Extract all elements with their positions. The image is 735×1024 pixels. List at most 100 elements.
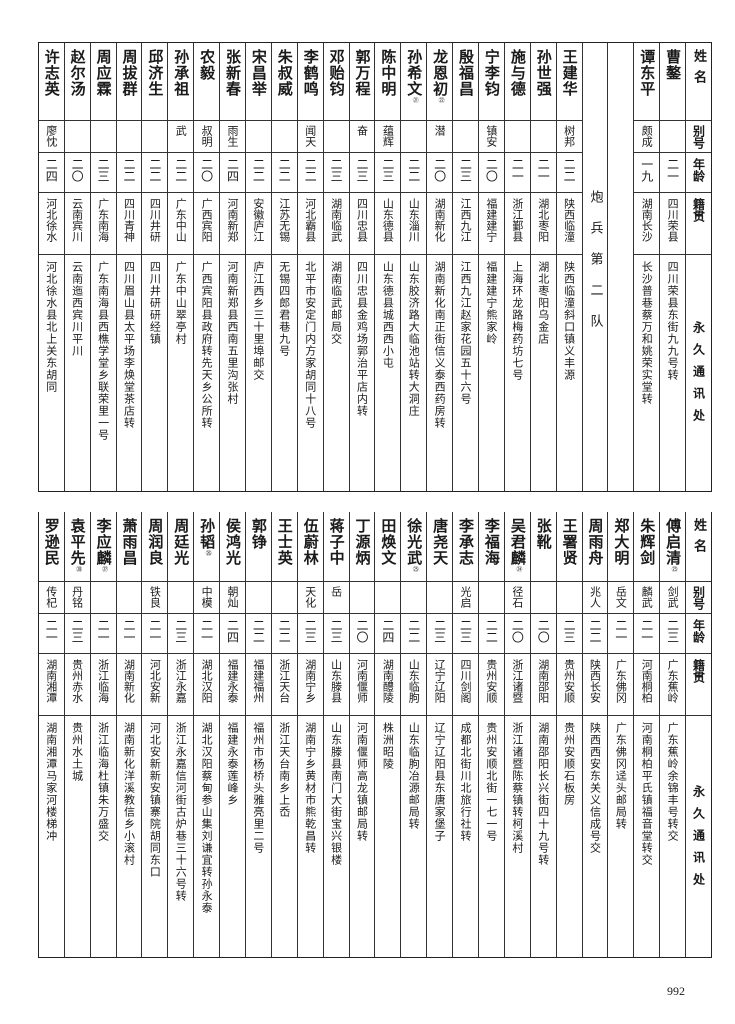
person-alias: 树邦 bbox=[562, 125, 576, 147]
person-age: 二三 bbox=[432, 619, 447, 643]
header-address-cell: 永久通讯处 bbox=[686, 716, 711, 957]
person-address-cell: 山东临朐冶源邮局转 bbox=[401, 716, 426, 957]
person-column: 施与德 二一 浙江鄞县 上海环龙路梅药坊七号 bbox=[503, 43, 530, 491]
person-alias: 径石 bbox=[510, 586, 524, 608]
person-name-cell: 邱济生 bbox=[142, 43, 168, 121]
person-address: 四川井研研经镇 bbox=[148, 261, 162, 345]
section-column: 炮兵第二队 bbox=[581, 43, 608, 491]
person-address: 陕西西安东关义信成号交 bbox=[588, 722, 602, 854]
person-alias: 朝灿 bbox=[226, 586, 240, 608]
person-alias: 丹铭 bbox=[70, 586, 84, 608]
person-native: 湖南邵阳 bbox=[536, 659, 550, 703]
person-alias-cell: 中模 bbox=[194, 582, 220, 614]
person-name-wrap: 袁平先㉘ bbox=[69, 518, 87, 573]
person-native: 山东德县 bbox=[381, 198, 395, 242]
person-name: 周应霖 bbox=[94, 49, 113, 97]
person-native-cell: 四川剑阁 bbox=[453, 654, 478, 716]
person-address-cell: 山东德县城西西小屯 bbox=[375, 255, 400, 491]
person-name-cell: 傅启清㉓ bbox=[660, 512, 686, 582]
person-name-cell: 李应麟㉗ bbox=[90, 512, 116, 582]
person-native: 河南偃师 bbox=[355, 659, 369, 703]
person-name: 孙承祖 bbox=[172, 49, 191, 97]
person-age-cell: 二二 bbox=[401, 614, 427, 654]
person-native: 湖南醴陵 bbox=[381, 659, 395, 703]
person-name: 李承志 bbox=[457, 518, 476, 566]
person-column: 周应霖 二三 广东南海 广东南海县西樵学堂乡联荣里一号 bbox=[89, 43, 116, 491]
person-alias-cell: 奋 bbox=[349, 121, 375, 153]
person-native-cell: 湖南醴陵 bbox=[375, 654, 401, 716]
person-address-cell: 福州市杨桥头雅亮里二号 bbox=[246, 716, 271, 957]
person-column: 郭万程奋二三 四川忠县 四川忠县金鸡场郭治平店内转 bbox=[348, 43, 375, 491]
person-alias-cell bbox=[530, 582, 556, 614]
person-alias-cell: 武 bbox=[168, 121, 194, 153]
person-native-cell: 湖南长沙 bbox=[634, 193, 660, 255]
person-alias: 传杞 bbox=[44, 586, 58, 608]
header-address-label: 永久通讯处 bbox=[691, 784, 706, 895]
person-name: 郭铮 bbox=[249, 518, 268, 550]
person-name-cell: 孙承祖 bbox=[168, 43, 194, 121]
person-address-cell: 河北徐水县北上关东胡同 bbox=[39, 255, 64, 491]
person-name: 施与德 bbox=[508, 49, 527, 97]
person-name-cell: 宁李钧 bbox=[478, 43, 504, 121]
person-age-cell: 二〇 bbox=[504, 614, 530, 654]
person-alias-cell bbox=[116, 582, 142, 614]
person-native: 山东临朐 bbox=[407, 659, 421, 703]
person-native: 山东淄川 bbox=[407, 198, 421, 242]
person-alias-cell: 镇安 bbox=[478, 121, 504, 153]
person-name-cell: 王士英 bbox=[271, 512, 297, 582]
person-native-cell: 云南宾川 bbox=[64, 193, 90, 255]
person-address: 广东佛冈迳头邮局转 bbox=[614, 722, 628, 830]
header-native-label: 籍贯 bbox=[691, 198, 706, 222]
person-alias-cell bbox=[453, 121, 478, 153]
person-native-cell: 福建永泰 bbox=[220, 654, 245, 716]
header-column: 姓名 别号 年龄 籍贯 永久通讯处 bbox=[685, 512, 711, 957]
person-address-cell: 四川井研研经镇 bbox=[142, 255, 167, 491]
person-native-cell: 浙江永嘉 bbox=[168, 654, 194, 716]
person-alias: 天化 bbox=[303, 586, 317, 608]
person-age: 二二 bbox=[251, 619, 266, 643]
footnote-marker: ㉑ bbox=[411, 97, 419, 104]
person-native-cell: 浙江临海 bbox=[90, 654, 116, 716]
person-native: 江西九江 bbox=[459, 198, 473, 242]
person-native: 四川井研 bbox=[148, 198, 162, 242]
person-address: 四川忠县金鸡场郭治平店内转 bbox=[355, 261, 369, 417]
person-column: 吴君麟㉔ 径石 二〇 浙江诸暨 浙江诸暨陈蔡镇转柯溪村 bbox=[503, 512, 530, 957]
person-alias-cell bbox=[375, 582, 401, 614]
person-alias-cell bbox=[401, 121, 427, 153]
person-native: 广东南海 bbox=[96, 198, 110, 242]
person-name-cell: 袁平先㉘ bbox=[64, 512, 90, 582]
person-address: 贵州安顺北街一七一号 bbox=[484, 722, 498, 842]
person-name-cell: 宋昌举 bbox=[245, 43, 271, 121]
person-native-cell: 河北霸县 bbox=[297, 193, 323, 255]
header-native-cell: 籍贯 bbox=[686, 193, 711, 255]
footnote-marker: ㉓ bbox=[670, 566, 678, 573]
person-native-cell: 浙江鄞县 bbox=[504, 193, 530, 255]
person-address-cell: 贵州水土城 bbox=[65, 716, 90, 957]
person-name-cell: 王建华 bbox=[556, 43, 582, 121]
person-alias-cell bbox=[271, 582, 297, 614]
person-alias: 麟武 bbox=[640, 586, 654, 608]
person-name-cell: 侯鸿光 bbox=[220, 512, 245, 582]
person-column: 朱辉剑 麟武 二一 河南桐柏 河南桐柏平氏镇福音堂转交 bbox=[633, 512, 660, 957]
person-age: 二〇 bbox=[484, 158, 499, 182]
person-native: 湖北汉阳 bbox=[200, 659, 214, 703]
person-name: 傅启清 bbox=[664, 518, 683, 566]
person-address-cell: 云南迤西宾川平川 bbox=[65, 255, 90, 491]
person-name-cell: 萧雨昌 bbox=[116, 512, 142, 582]
person-name-cell: 朱叔威 bbox=[271, 43, 297, 121]
person-native-cell: 湖北枣阳 bbox=[530, 193, 556, 255]
person-address: 浙江诸暨陈蔡镇转柯溪村 bbox=[510, 722, 524, 854]
person-age-cell: 二〇 bbox=[478, 153, 504, 193]
person-age-cell: 二一 bbox=[116, 614, 142, 654]
person-name: 唐尧天 bbox=[431, 518, 450, 566]
person-name: 李鹤鸣 bbox=[301, 49, 320, 97]
person-column: 赵尔汤 二〇 云南宾川 云南迤西宾川平川 bbox=[63, 43, 90, 491]
person-name: 殷福昌 bbox=[457, 49, 476, 97]
person-name: 周润良 bbox=[146, 518, 165, 566]
person-name-cell: 吴君麟㉔ bbox=[504, 512, 530, 582]
person-address: 河南新郑县西南五里沟张村 bbox=[226, 261, 240, 405]
person-age-cell: 二一 bbox=[504, 153, 530, 193]
person-age: 二〇 bbox=[432, 158, 447, 182]
person-native-cell: 四川荣县 bbox=[660, 193, 686, 255]
person-native-cell: 贵州赤水 bbox=[64, 654, 90, 716]
